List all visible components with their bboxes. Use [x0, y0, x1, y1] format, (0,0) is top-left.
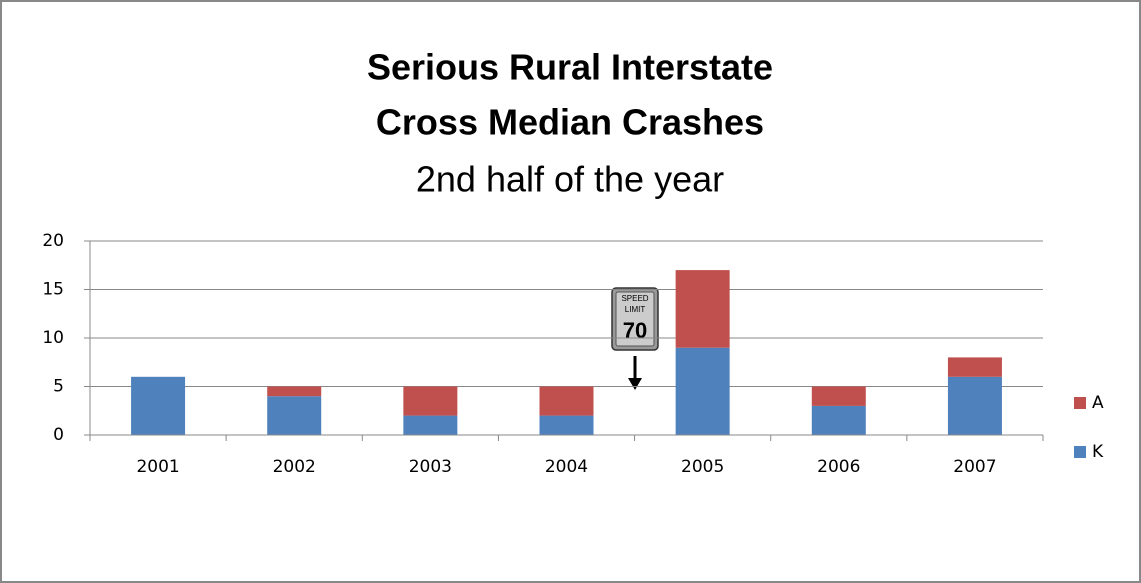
sign-text: SPEED — [621, 294, 648, 303]
y-tick-label: 10 — [42, 328, 64, 348]
sign-text: 70 — [623, 318, 647, 343]
y-tick-label: 0 — [53, 425, 64, 445]
x-tick-label: 2006 — [817, 457, 860, 477]
x-tick-label: 2003 — [409, 457, 452, 477]
bar-segment — [403, 415, 458, 435]
bar-segment — [267, 386, 322, 397]
bar-segment — [539, 415, 594, 435]
y-tick-label: 15 — [42, 280, 64, 300]
arrow-head — [628, 378, 642, 390]
bar-segment — [811, 405, 866, 435]
bar-segment — [811, 386, 866, 406]
chart-subtitle: 2nd half of the year — [416, 159, 724, 200]
legend-label: A — [1092, 393, 1104, 413]
sign-text: LIMIT — [625, 305, 646, 314]
legend-swatch — [1074, 397, 1086, 409]
x-tick-label: 2004 — [545, 457, 588, 477]
speed-sign: SPEED LIMIT 70 — [611, 287, 659, 390]
bar-segment — [403, 386, 458, 416]
bar-segment — [267, 396, 322, 435]
bar-segment — [947, 376, 1002, 435]
y-tick-label: 20 — [42, 231, 64, 251]
bar-segment — [675, 347, 730, 435]
x-tick-label: 2002 — [273, 457, 316, 477]
sign-face — [615, 291, 655, 347]
legend-swatch — [1074, 446, 1086, 458]
chart-title: Serious Rural Interstate — [367, 47, 773, 88]
legend-label: K — [1092, 442, 1104, 462]
bar-segment — [675, 270, 730, 348]
x-tick-label: 2005 — [681, 457, 724, 477]
bar-segment — [131, 376, 186, 435]
x-tick-label: 2001 — [136, 457, 179, 477]
chart-title: Cross Median Crashes — [376, 102, 764, 143]
x-tick-label: 2007 — [953, 457, 996, 477]
bar-segment — [539, 386, 594, 416]
y-tick-label: 5 — [53, 377, 64, 397]
bar-segment — [947, 357, 1002, 377]
